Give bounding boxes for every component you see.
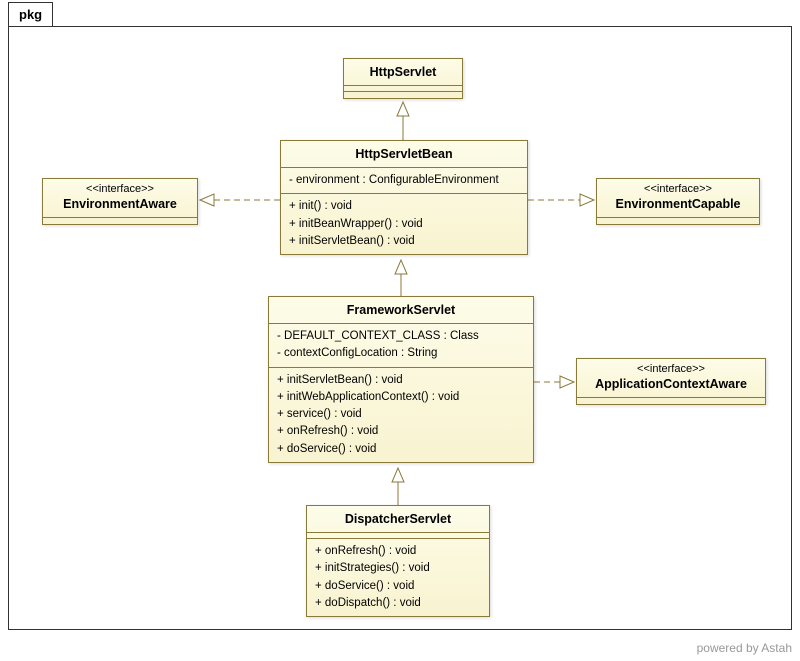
class-ops-empty — [43, 218, 197, 224]
class-attrs: - environment : ConfigurableEnvironment — [281, 168, 527, 194]
class-name: HttpServletBean — [281, 141, 527, 168]
package-tab: pkg — [8, 2, 53, 27]
op: + doService() : void — [315, 578, 481, 595]
interface-environmentaware: <<interface>> EnvironmentAware — [42, 178, 198, 225]
class-frameworkservlet: FrameworkServlet - DEFAULT_CONTEXT_CLASS… — [268, 296, 534, 463]
attr: - DEFAULT_CONTEXT_CLASS : Class — [277, 328, 525, 345]
class-name: HttpServlet — [344, 59, 462, 86]
class-httpservletbean: HttpServletBean - environment : Configur… — [280, 140, 528, 255]
class-ops: + init() : void + initBeanWrapper() : vo… — [281, 194, 527, 254]
op: + onRefresh() : void — [277, 423, 525, 440]
class-name: ApplicationContextAware — [577, 375, 765, 398]
stereotype: <<interface>> — [597, 179, 759, 195]
class-name: FrameworkServlet — [269, 297, 533, 324]
op: + initStrategies() : void — [315, 560, 481, 577]
class-ops: + initServletBean() : void + initWebAppl… — [269, 368, 533, 462]
class-ops-empty — [344, 92, 462, 98]
op: + init() : void — [289, 198, 519, 215]
stereotype: <<interface>> — [577, 359, 765, 375]
interface-environmentcapable: <<interface>> EnvironmentCapable — [596, 178, 760, 225]
op: + onRefresh() : void — [315, 543, 481, 560]
class-ops-empty — [597, 218, 759, 224]
class-attrs: - DEFAULT_CONTEXT_CLASS : Class - contex… — [269, 324, 533, 368]
class-name: DispatcherServlet — [307, 506, 489, 533]
attr: - contextConfigLocation : String — [277, 345, 525, 362]
stereotype: <<interface>> — [43, 179, 197, 195]
interface-applicationcontextaware: <<interface>> ApplicationContextAware — [576, 358, 766, 405]
op: + initWebApplicationContext() : void — [277, 389, 525, 406]
class-ops-empty — [577, 398, 765, 404]
package-label: pkg — [19, 7, 42, 22]
class-httpservlet: HttpServlet — [343, 58, 463, 99]
op: + doService() : void — [277, 441, 525, 458]
attr: - environment : ConfigurableEnvironment — [289, 172, 519, 189]
op: + initServletBean() : void — [289, 233, 519, 250]
class-name: EnvironmentCapable — [597, 195, 759, 218]
op: + initBeanWrapper() : void — [289, 216, 519, 233]
class-name: EnvironmentAware — [43, 195, 197, 218]
class-ops: + onRefresh() : void + initStrategies() … — [307, 539, 489, 616]
op: + doDispatch() : void — [315, 595, 481, 612]
op: + initServletBean() : void — [277, 372, 525, 389]
op: + service() : void — [277, 406, 525, 423]
class-dispatcherservlet: DispatcherServlet + onRefresh() : void +… — [306, 505, 490, 617]
footer-text: powered by Astah — [697, 641, 792, 655]
